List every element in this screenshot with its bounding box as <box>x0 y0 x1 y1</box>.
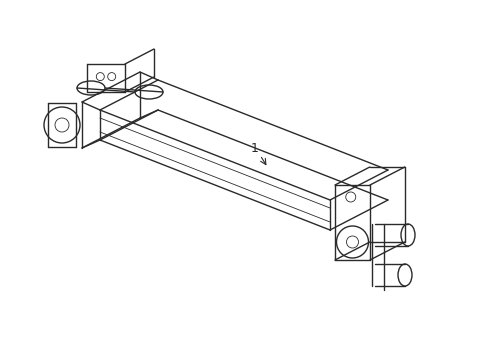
Text: 1: 1 <box>250 141 259 154</box>
